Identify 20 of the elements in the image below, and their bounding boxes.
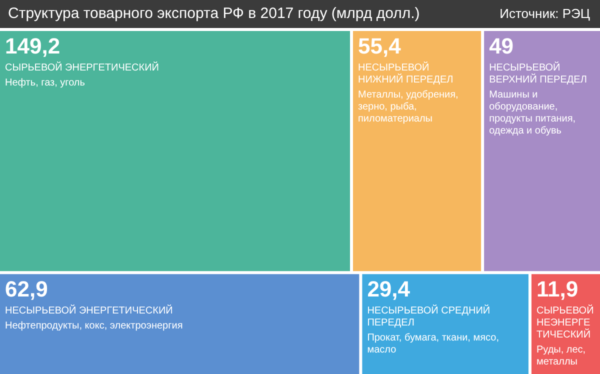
category-label: НЕСЫРЬЕВОЙ НИЖНИЙ ПЕРЕДЕЛ — [358, 60, 454, 86]
text: Структура товарного экспорта РФ в 2017 году (млрд долл.) — [8, 5, 420, 22]
data-label: 11,9 — [536, 276, 578, 302]
category-label: НЕСЫРЬЕВОЙ ВЕРХНИЙ ПЕРЕДЕЛ — [489, 60, 587, 86]
text: Нефть, газ, уголь — [5, 78, 85, 88]
category-label: НЕСЫРЬЕВОЙ СРЕДНИЙ ПЕРЕДЕЛ — [367, 304, 490, 329]
text: Прокат, бумага, ткани, мясо, масло — [367, 332, 499, 356]
data-label: 55,4 — [358, 34, 402, 58]
category-label: СЫРЬЕВОЙ ЭНЕРГЕТИЧЕСКИЙ — [5, 60, 159, 74]
category-label: НЕСЫРЬЕВОЙ ЭНЕРГЕТИЧЕСКИЙ — [5, 304, 173, 317]
data-label: 49 — [489, 34, 514, 58]
text: Нефтепродукты, кокс, электроэнергия — [5, 320, 183, 332]
text: Руды, лес, металлы — [536, 344, 586, 368]
text: Источник: РЭЦ — [500, 6, 590, 21]
data-label: 149,2 — [5, 34, 60, 58]
category-label: СЫРЬЕВОЙ НЕЭНЕРГЕТИЧЕСКИЙ — [536, 304, 594, 341]
data-label: 29,4 — [367, 276, 411, 302]
text: Металлы, удобрения, зерно, рыба, пиломатериалы — [358, 90, 458, 124]
data-label: 62,9 — [5, 276, 48, 302]
text: Машины и оборудование, продукты питания, одежда и обувь — [489, 90, 576, 136]
